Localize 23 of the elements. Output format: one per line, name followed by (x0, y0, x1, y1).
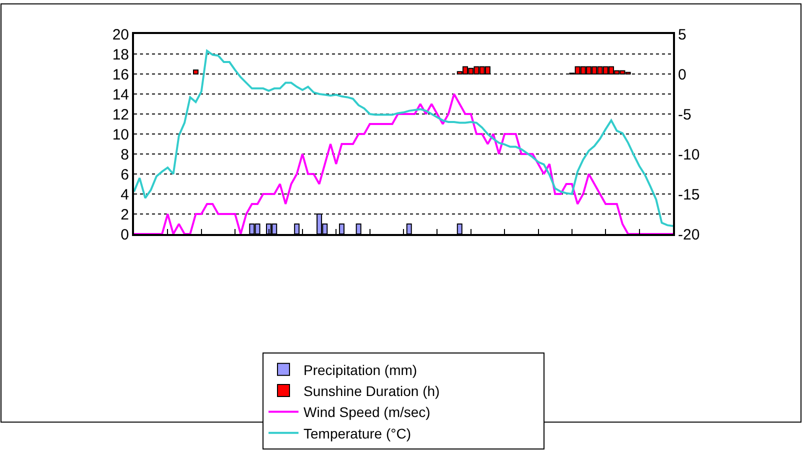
y-tick-label: 12 (112, 106, 129, 124)
y2-tick-label: 0 (678, 66, 686, 84)
line-series (134, 50, 673, 227)
y2-tick-label: -10 (678, 146, 700, 164)
legend-label: Wind Speed (m/sec) (304, 404, 430, 420)
y2-tick-label: -20 (678, 226, 700, 244)
y-tick-label: 8 (120, 146, 129, 164)
y-tick-label: 6 (120, 166, 129, 184)
y2-tick-label: 5 (678, 26, 686, 44)
y-tick-label: 0 (120, 226, 129, 244)
y2-tick-label: -15 (678, 186, 700, 204)
legend-label: Sunshine Duration (h) (304, 382, 440, 399)
y-tick-label: 20 (112, 26, 129, 44)
legend-label: Temperature (°C) (304, 425, 412, 442)
y2-tick-label: -5 (678, 106, 692, 124)
y-tick-label: 10 (112, 126, 129, 144)
y-tick-label: 2 (120, 206, 129, 224)
y-tick-label: 14 (112, 86, 129, 104)
y-tick-label: 4 (120, 186, 129, 204)
line-series (134, 93, 673, 234)
y-tick-label: 16 (112, 66, 129, 84)
y-tick-label: 18 (112, 46, 129, 64)
legend-label: Precipitation (mm) (304, 362, 418, 378)
